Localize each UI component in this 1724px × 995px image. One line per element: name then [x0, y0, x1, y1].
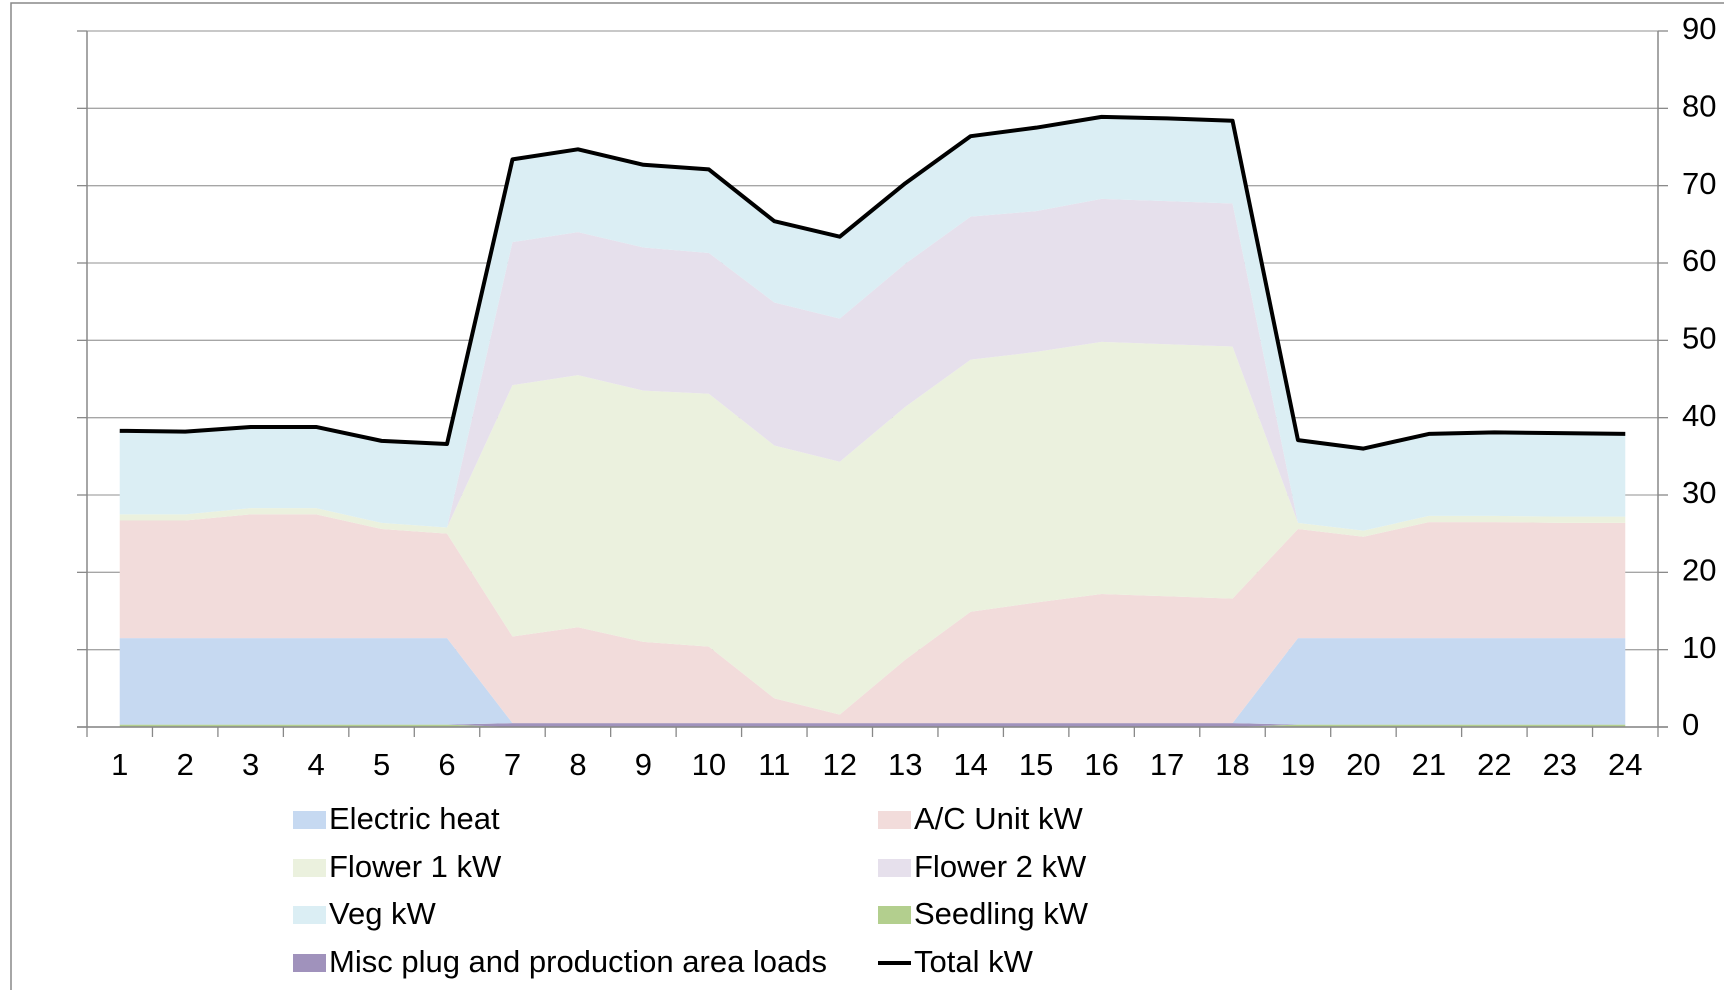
- x-tick-label: 8: [569, 747, 586, 782]
- legend-swatch: [293, 811, 326, 829]
- y-tick-label: 10: [1682, 630, 1716, 665]
- area: [119, 723, 1626, 727]
- y-tick-label: 40: [1682, 398, 1716, 433]
- x-tick-label: 17: [1150, 747, 1184, 782]
- area: [119, 341, 1626, 715]
- x-tick-label: 11: [758, 747, 790, 782]
- legend-label: Seedling kW: [914, 896, 1089, 931]
- x-tick-label: 7: [504, 747, 521, 782]
- x-tick-label: 24: [1608, 747, 1642, 782]
- legend-label: Total kW: [914, 944, 1034, 979]
- x-tick-label: 3: [242, 747, 259, 782]
- y-tick-label: 90: [1682, 11, 1716, 46]
- legend-label: Misc plug and production area loads: [329, 944, 827, 979]
- x-tick-label: 2: [177, 747, 194, 782]
- x-tick-label: 18: [1215, 747, 1249, 782]
- y-tick-label: 60: [1682, 243, 1716, 278]
- x-tick-label: 1: [111, 747, 128, 782]
- area: [119, 514, 1626, 724]
- legend-label: Flower 1 kW: [329, 849, 502, 884]
- x-tick-label: 10: [692, 747, 726, 782]
- y-tick-label: 80: [1682, 89, 1716, 124]
- x-tick-label: 5: [373, 747, 390, 782]
- y-tick-label: 30: [1682, 475, 1716, 510]
- legend-swatch: [293, 954, 326, 972]
- legend-label: Flower 2 kW: [914, 849, 1087, 884]
- y-tick-label: 70: [1682, 166, 1716, 201]
- x-tick-label: 12: [823, 747, 857, 782]
- x-tick-label: 4: [307, 747, 324, 782]
- y-tick-label: 0: [1682, 707, 1699, 742]
- x-tick-label: 23: [1543, 747, 1577, 782]
- legend-label: A/C Unit kW: [914, 801, 1084, 836]
- legend-swatch: [878, 859, 911, 877]
- y-tick-label: 20: [1682, 553, 1716, 588]
- x-tick-label: 13: [888, 747, 922, 782]
- legend-swatch: [878, 811, 911, 829]
- total-line: [119, 114, 1626, 451]
- x-tick-label: 15: [1019, 747, 1053, 782]
- x-tick-label: 21: [1412, 747, 1446, 782]
- legend-swatch: [293, 906, 326, 924]
- area: [119, 638, 1626, 725]
- legend-swatch: [293, 859, 326, 877]
- x-tick-label: 22: [1477, 747, 1511, 782]
- legend-label: Veg kW: [329, 896, 437, 931]
- legend-swatch: [878, 906, 911, 924]
- legend-label: Electric heat: [329, 801, 500, 836]
- area: [119, 198, 1626, 531]
- x-tick-label: 20: [1346, 747, 1380, 782]
- y-tick-label: 50: [1682, 321, 1716, 356]
- area: [119, 116, 1626, 531]
- x-tick-label: 6: [438, 747, 455, 782]
- x-tick-label: 19: [1281, 747, 1315, 782]
- x-tick-label: 16: [1084, 747, 1118, 782]
- x-tick-label: 9: [635, 747, 652, 782]
- x-tick-label: 14: [953, 747, 987, 782]
